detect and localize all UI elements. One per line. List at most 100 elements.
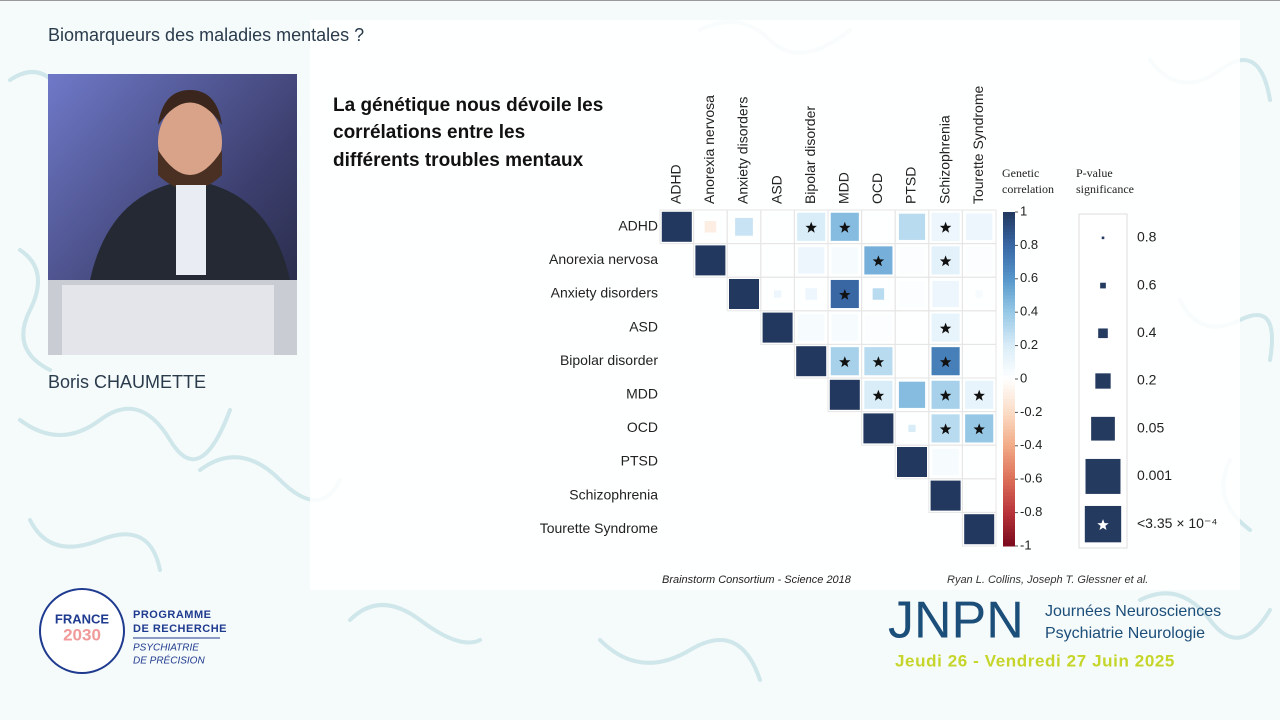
colorbar-segment <box>1003 262 1015 266</box>
colorbar-segment <box>1003 515 1015 520</box>
cell <box>932 448 959 476</box>
colorbar-segment <box>1003 505 1015 510</box>
colorbar-segment <box>1003 218 1015 223</box>
column-label: Anorexia nervosa <box>701 95 717 204</box>
colorbar-tick-label: 0 <box>1020 370 1027 385</box>
cell <box>898 280 926 308</box>
significance-star <box>939 255 952 267</box>
colorbar-segment <box>1003 479 1015 484</box>
colorbar-segment <box>1003 365 1015 370</box>
colorbar-segment <box>1003 539 1015 544</box>
colorbar-segment <box>1003 465 1015 470</box>
colorbar-segment <box>1003 252 1015 256</box>
slide-title: La génétique nous dévoile les corrélatio… <box>333 95 603 171</box>
size-legend-square <box>1095 373 1111 389</box>
colorbar-segment <box>1003 215 1015 220</box>
jnpn-line: Psychiatrie Neurologie <box>1045 625 1205 642</box>
row-label: Anxiety disorders <box>551 285 658 301</box>
colorbar-segment <box>1003 502 1015 507</box>
significance-star <box>939 221 952 233</box>
cell <box>831 247 858 274</box>
cell <box>865 314 892 341</box>
colorbar-segment <box>1003 268 1015 273</box>
column-label: Anxiety disorders <box>735 97 751 204</box>
row-label: Tourette Syndrome <box>540 520 658 536</box>
colorbar-segment <box>1003 232 1015 236</box>
colorbar-segment <box>1003 272 1015 276</box>
colorbar-segment <box>1003 362 1015 367</box>
row-label: MDD <box>626 386 658 402</box>
cell <box>898 213 926 240</box>
colorbar-segment <box>1003 322 1015 327</box>
colorbar-segment <box>1003 315 1015 320</box>
colorbar-segment <box>1003 512 1015 517</box>
cell <box>897 447 927 477</box>
size-legend-label: 0.001 <box>1137 467 1172 483</box>
row-label: PTSD <box>621 453 658 469</box>
row-label: Bipolar disorder <box>560 352 658 368</box>
cell <box>966 247 993 274</box>
cell <box>908 424 916 433</box>
colorbar-segment <box>1003 535 1015 540</box>
colorbar-segment <box>1003 499 1015 504</box>
france-2030-logo: FRANCE 2030 PROGRAMME DE RECHERCHE PSYCH… <box>39 588 227 674</box>
colorbar-segment <box>1003 275 1015 280</box>
cell <box>798 314 825 341</box>
cell <box>898 381 926 408</box>
colorbar-segment <box>1003 379 1015 383</box>
source: Brainstorm Consortium - Science 2018 <box>662 574 852 586</box>
column-label: Tourette Syndrome <box>970 86 986 204</box>
colorbar-tick-label: 0.6 <box>1020 270 1038 285</box>
cell <box>796 346 827 377</box>
column-label: Schizophrenia <box>936 115 952 204</box>
colorbar-segment <box>1003 429 1015 433</box>
size-legend-label: 0.4 <box>1137 324 1157 340</box>
column-label: ADHD <box>668 164 684 204</box>
colorbar-segment <box>1003 292 1015 296</box>
colorbar-segment <box>1003 302 1015 307</box>
cell <box>975 290 983 298</box>
size-legend-label: 0.8 <box>1137 229 1157 245</box>
slide-title-line: différents troubles mentaux <box>333 150 584 171</box>
colorbar-segment <box>1003 385 1015 390</box>
speaker-name: Boris CHAUMETTE <box>48 372 206 392</box>
size-legend-square <box>1098 328 1108 339</box>
colorbar-segment <box>1003 332 1015 337</box>
colorbar-segment <box>1003 469 1015 474</box>
row-label: OCD <box>627 419 658 435</box>
significance-star <box>839 356 851 368</box>
colorbar-segment <box>1003 462 1015 467</box>
colorbar-tick-label: -0.8 <box>1020 504 1042 519</box>
significance-star <box>939 356 952 368</box>
colorbar-segment <box>1003 375 1015 380</box>
colorbar-segment <box>1003 242 1015 246</box>
significance-star <box>1097 519 1109 530</box>
dates: Jeudi 26 - Vendredi 27 Juin 2025 <box>895 651 1175 670</box>
cell-border <box>961 511 997 547</box>
cell <box>898 247 926 274</box>
colorbar-segment <box>1003 222 1015 226</box>
row-label: Schizophrenia <box>569 486 658 502</box>
colorbar-segment <box>1003 352 1015 357</box>
cell <box>661 211 692 242</box>
colorbar-segment <box>1003 245 1015 250</box>
column-label: Bipolar disorder <box>802 106 818 204</box>
size-legend-square <box>1091 416 1115 441</box>
significance-star <box>839 289 851 300</box>
colorbar-segment <box>1003 345 1015 350</box>
colorbar-segment <box>1003 228 1015 233</box>
logo-text: DE RECHERCHE <box>133 623 227 635</box>
colorbar-segment <box>1003 419 1015 423</box>
colorbar-segment <box>1003 318 1015 323</box>
column-label: OCD <box>869 173 885 204</box>
speaker-video <box>48 74 297 355</box>
significance-star <box>872 356 885 368</box>
cell <box>966 213 993 240</box>
colorbar-segment <box>1003 519 1015 524</box>
colorbar-segment <box>1003 489 1015 494</box>
significance-star <box>973 423 985 435</box>
significance-star <box>872 255 885 267</box>
cell <box>762 312 793 343</box>
colorbar-tick-label: -1 <box>1020 537 1032 552</box>
